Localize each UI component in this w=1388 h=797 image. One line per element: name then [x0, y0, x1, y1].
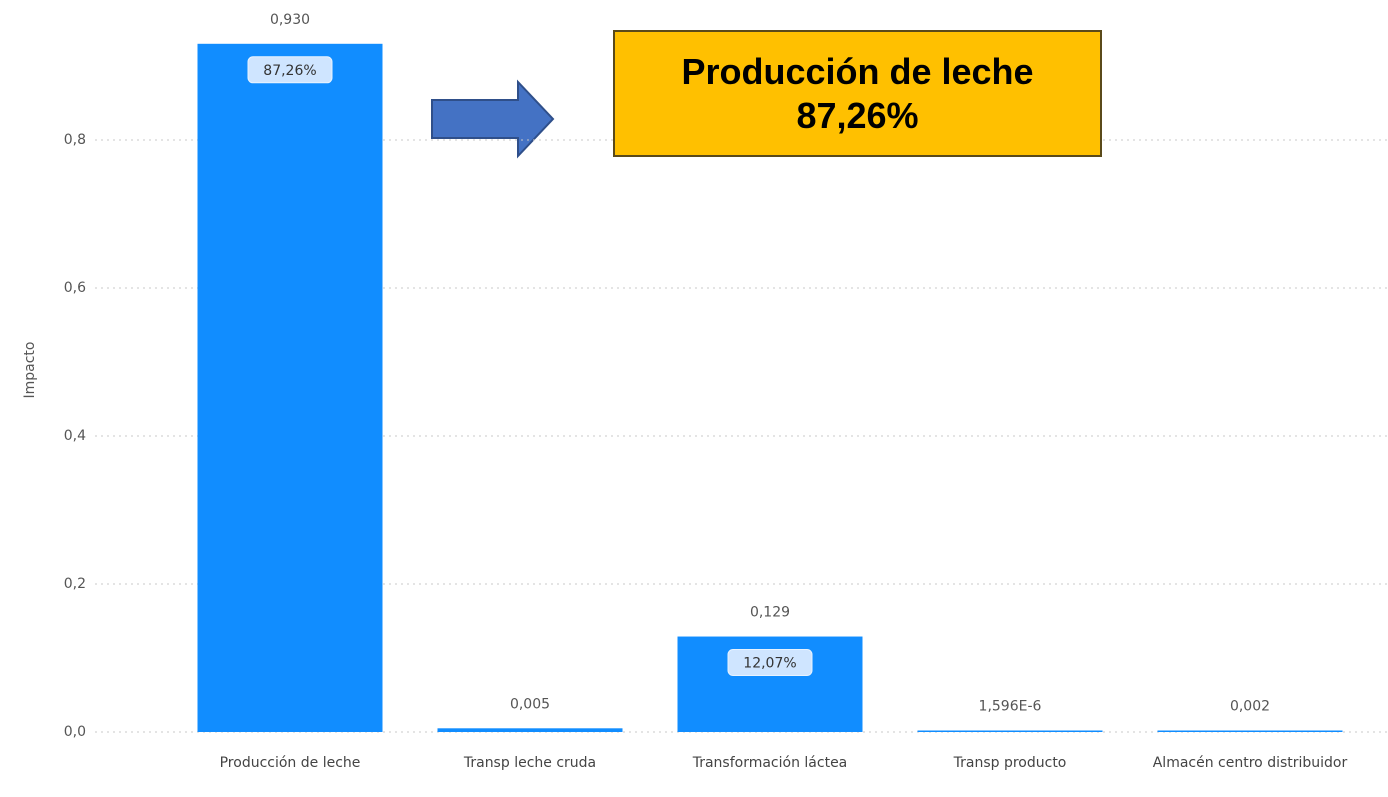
- share-label: 12,07%: [743, 656, 796, 672]
- share-label-bg: [247, 56, 333, 84]
- share-label-bg: [727, 649, 813, 677]
- y-tick-label: 0,6: [64, 280, 86, 296]
- y-axis-title: Impacto: [22, 342, 38, 399]
- y-tick-label: 0,0: [64, 724, 86, 740]
- annotation-line: Producción de leche: [681, 50, 1034, 92]
- arrow: [431, 79, 555, 159]
- x-tick-label: Transp leche cruda: [463, 755, 597, 771]
- value-label: 0,005: [510, 696, 550, 712]
- share-label: 87,26%: [263, 63, 316, 79]
- bar: [917, 730, 1103, 732]
- x-tick-label: Almacén centro distribuidor: [1152, 755, 1348, 771]
- value-label: 0,129: [750, 605, 790, 621]
- x-tick-label: Producción de leche: [219, 755, 361, 771]
- y-tick-label: 0,2: [64, 576, 86, 592]
- value-label: 0,002: [1230, 699, 1270, 715]
- x-tick-label: Transformación láctea: [692, 755, 848, 771]
- value-label: 0,930: [270, 12, 310, 28]
- y-tick-label: 0,4: [64, 428, 86, 444]
- x-tick-label: Transp producto: [953, 755, 1067, 771]
- bar: [437, 728, 623, 732]
- y-tick-label: 0,8: [64, 132, 86, 148]
- bar: [1157, 730, 1343, 732]
- annotation-line: 87,26%: [796, 94, 919, 136]
- value-label: 1,596E-6: [979, 699, 1042, 715]
- annotation-box: Producción de leche 87,26%: [613, 30, 1102, 157]
- bar: [197, 43, 383, 733]
